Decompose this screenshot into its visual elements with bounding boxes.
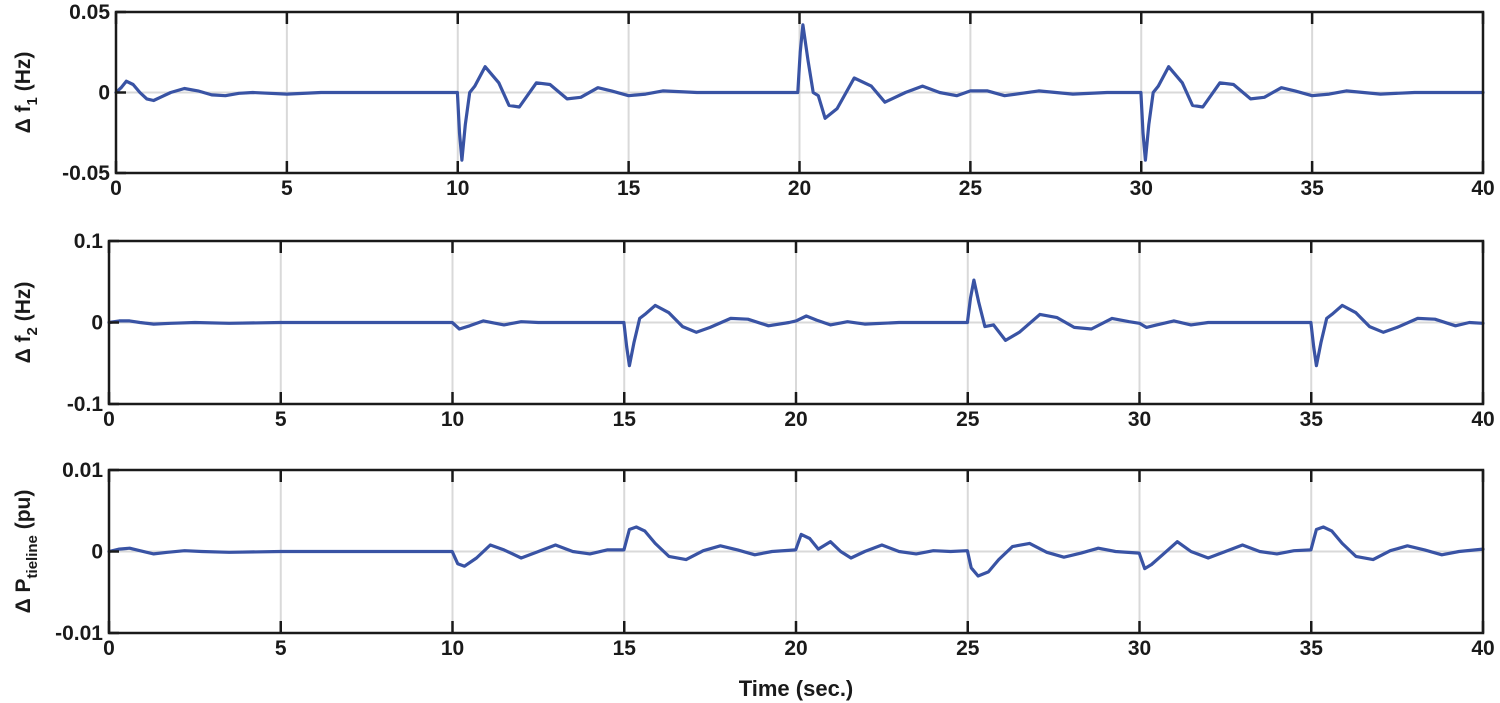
y-axis-label-2: Δ f2 (Hz) <box>12 282 41 364</box>
x-axis-label: Time (sec.) <box>739 676 854 701</box>
x-tick-label-1-0: 0 <box>110 177 122 200</box>
x-tick-label-3-35: 35 <box>1300 637 1324 660</box>
x-tick-label-3-25: 25 <box>956 637 980 660</box>
subplot-1: 0 5 10 15 20 25 30 35 400.050-0.05Δ f1 (Hz) <box>12 1 1495 200</box>
x-tick-label-1-15: 15 <box>617 177 641 200</box>
x-tick-label-3-15: 15 <box>613 637 637 660</box>
x-tick-label-3-20: 20 <box>784 637 807 660</box>
x-tick-label-1-25: 25 <box>959 177 983 200</box>
x-tick-label-2-30: 30 <box>1128 408 1151 431</box>
y-tick-label-2-1: 0 <box>91 312 103 335</box>
y-tick-label-1-0: 0.05 <box>69 1 110 24</box>
x-tick-label-1-30: 30 <box>1130 177 1153 200</box>
x-tick-label-3-0: 0 <box>103 637 115 660</box>
x-tick-label-1-10: 10 <box>446 177 469 200</box>
y-tick-label-3-2: -0.01 <box>55 622 103 645</box>
subplot-3: 0 5 10 15 20 25 30 35 400.010-0.01Δ Ptieline (pu… <box>12 459 1495 701</box>
x-tick-label-1-5: 5 <box>281 177 293 200</box>
x-tick-label-2-35: 35 <box>1300 408 1324 431</box>
series-line-1 <box>114 23 1485 162</box>
x-tick-label-2-5: 5 <box>275 408 287 431</box>
y-tick-label-3-1: 0 <box>91 541 103 564</box>
x-tick-label-2-10: 10 <box>441 408 464 431</box>
subplot-2: 0 5 10 15 20 25 30 35 400.10-0.1Δ f2 (Hz) <box>12 230 1495 431</box>
x-tick-label-3-30: 30 <box>1128 637 1151 660</box>
y-tick-label-3-0: 0.01 <box>62 459 103 482</box>
y-axis-label-1: Δ f1 (Hz) <box>12 52 41 134</box>
x-tick-label-3-10: 10 <box>441 637 464 660</box>
x-tick-label-2-40: 40 <box>1471 408 1494 431</box>
y-tick-label-1-2: -0.05 <box>62 162 110 185</box>
y-tick-label-2-2: -0.1 <box>67 393 104 416</box>
series-line-2 <box>107 278 1485 368</box>
y-tick-label-2-0: 0.1 <box>74 230 104 253</box>
y-tick-label-1-1: 0 <box>98 82 110 105</box>
y-axis-label-3: Δ Ptieline (pu) <box>12 490 41 614</box>
x-tick-label-1-40: 40 <box>1471 177 1494 200</box>
x-tick-label-1-20: 20 <box>788 177 811 200</box>
series-line-3 <box>107 525 1485 578</box>
x-tick-label-2-20: 20 <box>784 408 807 431</box>
x-tick-label-1-35: 35 <box>1300 177 1324 200</box>
x-tick-label-3-5: 5 <box>275 637 287 660</box>
x-tick-label-2-0: 0 <box>103 408 115 431</box>
x-tick-label-3-40: 40 <box>1471 637 1494 660</box>
x-tick-label-2-25: 25 <box>956 408 980 431</box>
x-tick-label-2-15: 15 <box>613 408 637 431</box>
